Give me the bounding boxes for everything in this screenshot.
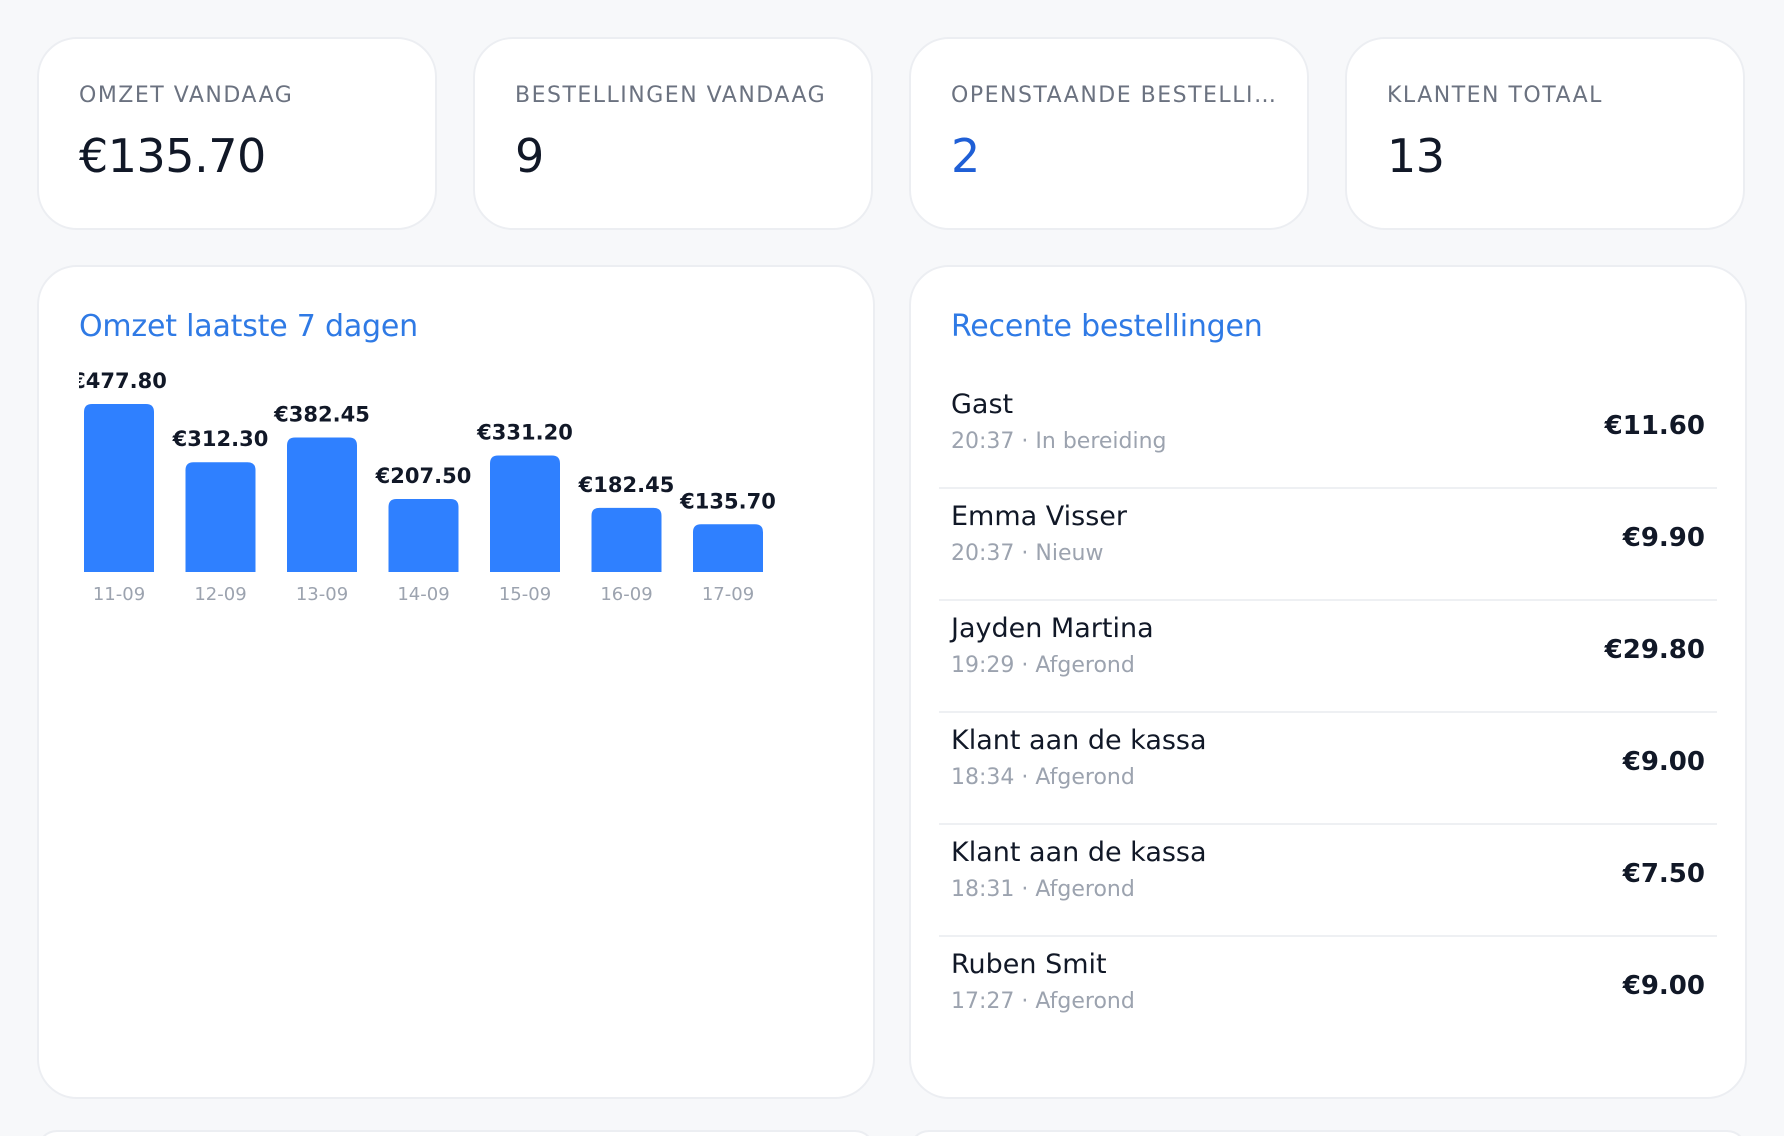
- order-row[interactable]: Gast 20:37 · In bereiding €11.60: [939, 377, 1717, 489]
- chart-bar-15-09: [490, 455, 560, 572]
- order-customer-name: Gast: [951, 389, 1014, 420]
- kpi-card-customers-total: KLANTEN TOTAAL 13: [1345, 37, 1745, 230]
- kpi-value: €135.70: [79, 129, 266, 183]
- kpi-value: 13: [1387, 129, 1445, 183]
- order-row[interactable]: Klant aan de kassa 18:31 · Afgerond €7.50: [939, 825, 1717, 937]
- next-panel-left: [37, 1130, 875, 1136]
- chart-x-tick-label: 14-09: [397, 584, 449, 605]
- order-meta: 19:29 · Afgerond: [951, 653, 1135, 678]
- chart-bar-14-09: [388, 499, 459, 572]
- chart-value-label: €477.80: [79, 369, 167, 393]
- order-time: 17:27: [951, 989, 1015, 1014]
- revenue-chart: €477.80 11-09 €312.30 12-09 €382.45 13-09 €207…: [79, 367, 834, 627]
- order-meta-separator: ·: [1014, 877, 1036, 902]
- next-panel-right: [909, 1130, 1747, 1136]
- kpi-label: OPENSTAANDE BESTELLI...: [951, 83, 1277, 108]
- chart-value-label: €135.70: [679, 489, 776, 513]
- order-customer-name: Klant aan de kassa: [951, 725, 1207, 756]
- chart-x-tick-label: 13-09: [296, 584, 348, 605]
- chart-bar-17-09: [693, 524, 763, 572]
- order-meta: 20:37 · In bereiding: [951, 429, 1167, 454]
- kpi-value: 9: [515, 129, 544, 183]
- order-meta-separator: ·: [1014, 653, 1036, 678]
- chart-value-label: €312.30: [172, 427, 269, 451]
- recent-orders-panel: Recente bestellingen Gast 20:37 · In bere…: [909, 265, 1747, 1099]
- revenue-bar-chart: €477.80 11-09 €312.30 12-09 €382.45 13-09 €207…: [79, 369, 776, 605]
- order-time: 19:29: [951, 653, 1015, 678]
- order-customer-name: Klant aan de kassa: [951, 837, 1207, 868]
- kpi-card-orders-today: BESTELLINGEN VANDAAG 9: [473, 37, 873, 230]
- order-status: Afgerond: [1035, 989, 1135, 1014]
- order-amount: €7.50: [1622, 859, 1705, 889]
- chart-bar-16-09: [591, 507, 662, 572]
- order-amount: €11.60: [1604, 411, 1705, 441]
- order-status: Afgerond: [1035, 765, 1135, 790]
- order-status: Afgerond: [1035, 653, 1135, 678]
- chart-bar-12-09: [185, 462, 256, 572]
- order-meta-separator: ·: [1014, 541, 1036, 566]
- order-time: 18:31: [951, 877, 1015, 902]
- order-status: In bereiding: [1035, 429, 1167, 454]
- chart-bar-13-09: [287, 437, 357, 572]
- order-meta-separator: ·: [1014, 429, 1036, 454]
- order-meta: 18:31 · Afgerond: [951, 877, 1135, 902]
- order-row[interactable]: Klant aan de kassa 18:34 · Afgerond €9.00: [939, 713, 1717, 825]
- kpi-label: BESTELLINGEN VANDAAG: [515, 83, 827, 108]
- chart-value-label: €182.45: [578, 473, 675, 497]
- kpi-card-revenue-today: OMZET VANDAAG €135.70: [37, 37, 437, 230]
- kpi-card-open-orders: OPENSTAANDE BESTELLI... 2: [909, 37, 1309, 230]
- revenue-chart-title: Omzet laatste 7 dagen: [79, 309, 418, 344]
- order-amount: €29.80: [1604, 635, 1705, 665]
- order-meta: 18:34 · Afgerond: [951, 765, 1135, 790]
- order-row[interactable]: Jayden Martina 19:29 · Afgerond €29.80: [939, 601, 1717, 713]
- chart-value-label: €331.20: [476, 421, 573, 445]
- chart-x-tick-label: 11-09: [93, 584, 145, 605]
- order-status: Afgerond: [1035, 877, 1135, 902]
- chart-x-tick-label: 17-09: [702, 584, 754, 605]
- order-row[interactable]: Ruben Smit 17:27 · Afgerond €9.00: [939, 937, 1717, 1049]
- recent-orders-title: Recente bestellingen: [951, 309, 1263, 344]
- order-time: 20:37: [951, 429, 1015, 454]
- order-time: 18:34: [951, 765, 1015, 790]
- order-customer-name: Ruben Smit: [951, 949, 1107, 980]
- chart-x-tick-label: 16-09: [600, 584, 652, 605]
- order-customer-name: Emma Visser: [951, 501, 1128, 532]
- order-amount: €9.00: [1622, 747, 1705, 777]
- chart-value-label: €207.50: [375, 464, 472, 488]
- recent-orders-list: Gast 20:37 · In bereiding €11.60 Emma Visse…: [939, 377, 1717, 1049]
- chart-value-label: €382.45: [273, 403, 370, 427]
- revenue-chart-panel: Omzet laatste 7 dagen €477.80 11-09 €312.3…: [37, 265, 875, 1099]
- order-meta-separator: ·: [1014, 989, 1036, 1014]
- order-status: Nieuw: [1035, 541, 1104, 566]
- order-amount: €9.90: [1622, 523, 1705, 553]
- chart-x-tick-label: 12-09: [194, 584, 246, 605]
- kpi-label: OMZET VANDAAG: [79, 83, 294, 108]
- order-meta-separator: ·: [1014, 765, 1036, 790]
- order-meta: 17:27 · Afgerond: [951, 989, 1135, 1014]
- chart-x-tick-label: 15-09: [499, 584, 551, 605]
- order-row[interactable]: Emma Visser 20:37 · Nieuw €9.90: [939, 489, 1717, 601]
- order-time: 20:37: [951, 541, 1015, 566]
- order-amount: €9.00: [1622, 971, 1705, 1001]
- chart-bar-11-09: [84, 404, 154, 572]
- kpi-value: 2: [951, 129, 980, 183]
- order-customer-name: Jayden Martina: [951, 613, 1154, 644]
- order-meta: 20:37 · Nieuw: [951, 541, 1103, 566]
- kpi-label: KLANTEN TOTAAL: [1387, 83, 1603, 108]
